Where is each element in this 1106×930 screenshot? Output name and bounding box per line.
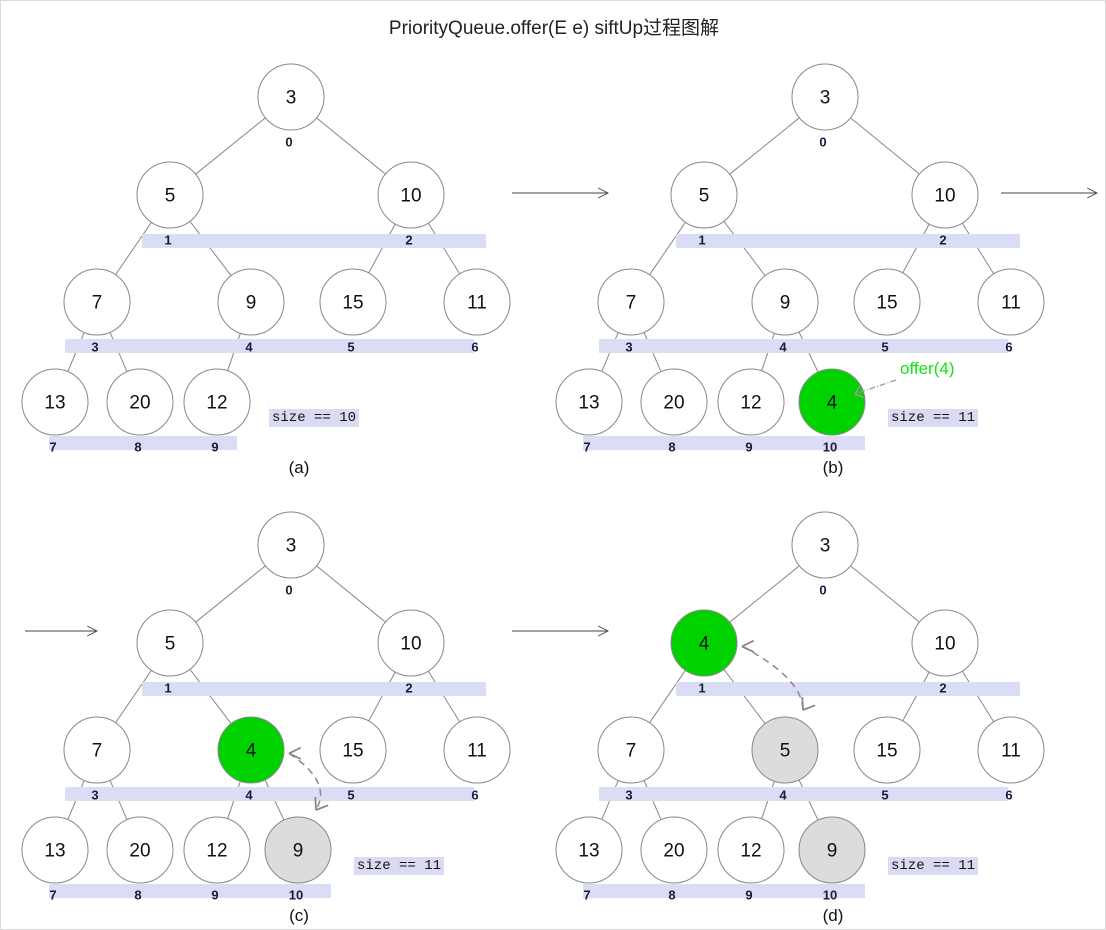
svg-text:9: 9 [745, 440, 752, 455]
svg-text:13: 13 [578, 841, 599, 862]
svg-text:10: 10 [934, 634, 955, 655]
svg-text:7: 7 [49, 440, 56, 455]
svg-text:2: 2 [939, 233, 946, 248]
svg-text:1: 1 [698, 233, 705, 248]
svg-text:4: 4 [827, 393, 838, 414]
svg-text:4: 4 [699, 634, 710, 655]
svg-text:8: 8 [134, 888, 141, 903]
svg-text:10: 10 [934, 186, 955, 207]
svg-text:6: 6 [471, 340, 478, 355]
svg-text:3: 3 [286, 536, 297, 557]
svg-text:10: 10 [400, 634, 421, 655]
svg-text:10: 10 [823, 440, 837, 455]
svg-text:20: 20 [129, 841, 150, 862]
svg-text:8: 8 [668, 440, 675, 455]
svg-text:8: 8 [134, 440, 141, 455]
svg-text:13: 13 [578, 393, 599, 414]
svg-text:4: 4 [779, 788, 787, 803]
svg-text:3: 3 [820, 88, 831, 109]
svg-text:13: 13 [44, 393, 65, 414]
svg-text:5: 5 [699, 186, 710, 207]
svg-text:12: 12 [206, 393, 227, 414]
svg-text:0: 0 [819, 583, 826, 598]
svg-text:9: 9 [211, 440, 218, 455]
svg-text:7: 7 [626, 741, 637, 762]
svg-text:7: 7 [92, 293, 103, 314]
svg-text:4: 4 [245, 340, 253, 355]
svg-text:7: 7 [92, 741, 103, 762]
svg-text:12: 12 [740, 841, 761, 862]
svg-text:1: 1 [164, 681, 171, 696]
svg-text:9: 9 [827, 841, 838, 862]
svg-text:5: 5 [881, 340, 888, 355]
svg-text:3: 3 [286, 88, 297, 109]
svg-text:5: 5 [780, 741, 791, 762]
svg-text:9: 9 [745, 888, 752, 903]
svg-text:5: 5 [347, 788, 354, 803]
svg-text:4: 4 [246, 741, 257, 762]
svg-text:7: 7 [626, 293, 637, 314]
svg-text:6: 6 [1005, 788, 1012, 803]
svg-text:7: 7 [583, 440, 590, 455]
svg-text:6: 6 [1005, 340, 1012, 355]
svg-text:0: 0 [819, 135, 826, 150]
svg-text:10: 10 [289, 888, 303, 903]
svg-text:1: 1 [698, 681, 705, 696]
svg-text:4: 4 [245, 788, 253, 803]
svg-text:9: 9 [246, 293, 257, 314]
svg-text:20: 20 [129, 393, 150, 414]
svg-text:7: 7 [49, 888, 56, 903]
svg-text:15: 15 [342, 293, 363, 314]
svg-text:10: 10 [400, 186, 421, 207]
svg-text:20: 20 [663, 393, 684, 414]
svg-text:2: 2 [405, 681, 412, 696]
svg-text:15: 15 [342, 741, 363, 762]
svg-text:5: 5 [347, 340, 354, 355]
svg-text:3: 3 [625, 340, 632, 355]
svg-text:11: 11 [1001, 741, 1021, 762]
svg-text:4: 4 [779, 340, 787, 355]
svg-text:12: 12 [206, 841, 227, 862]
svg-text:5: 5 [165, 634, 176, 655]
svg-text:12: 12 [740, 393, 761, 414]
svg-text:offer(4): offer(4) [900, 359, 955, 378]
svg-text:3: 3 [625, 788, 632, 803]
svg-text:5: 5 [881, 788, 888, 803]
svg-text:5: 5 [165, 186, 176, 207]
svg-text:11: 11 [1001, 293, 1021, 314]
svg-text:3: 3 [91, 340, 98, 355]
svg-text:8: 8 [668, 888, 675, 903]
svg-text:2: 2 [939, 681, 946, 696]
svg-text:10: 10 [823, 888, 837, 903]
svg-text:11: 11 [467, 293, 487, 314]
svg-text:3: 3 [820, 536, 831, 557]
svg-text:1: 1 [164, 233, 171, 248]
svg-text:3: 3 [91, 788, 98, 803]
svg-text:6: 6 [471, 788, 478, 803]
svg-text:15: 15 [876, 293, 897, 314]
svg-text:9: 9 [293, 841, 304, 862]
svg-text:15: 15 [876, 741, 897, 762]
svg-text:7: 7 [583, 888, 590, 903]
svg-text:2: 2 [405, 233, 412, 248]
svg-text:11: 11 [467, 741, 487, 762]
svg-text:20: 20 [663, 841, 684, 862]
svg-text:0: 0 [285, 135, 292, 150]
svg-text:13: 13 [44, 841, 65, 862]
svg-text:0: 0 [285, 583, 292, 598]
svg-text:9: 9 [780, 293, 791, 314]
svg-text:9: 9 [211, 888, 218, 903]
